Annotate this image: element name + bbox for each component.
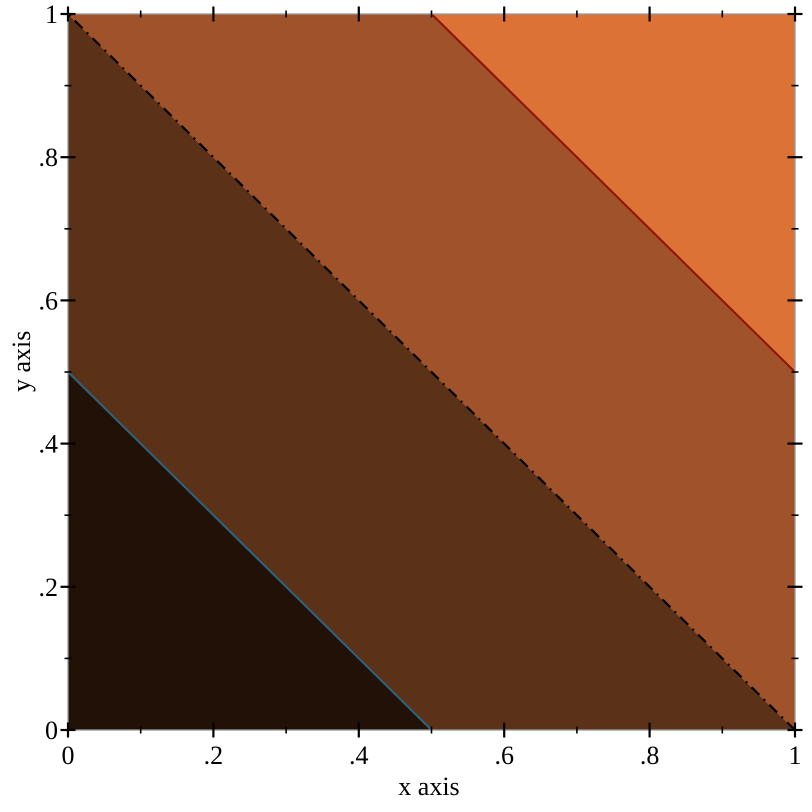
y-tick-label: .2	[39, 573, 59, 602]
x-tick-label: .6	[494, 741, 514, 770]
y-tick-label: 0	[45, 716, 58, 745]
x-axis-title: x axis	[398, 772, 460, 801]
x-tick-label: 0	[62, 741, 75, 770]
y-tick-label: 1	[45, 0, 58, 29]
contour-line	[430, 13, 796, 373]
tick-labels-layer: 0 .2 .4 .6 .8 1 0 .2 .4 .6 .8 1	[39, 0, 802, 770]
y-tick-label: .6	[39, 286, 59, 315]
x-tick-label: .2	[204, 741, 224, 770]
y-axis-title: y axis	[7, 330, 36, 392]
y-tick-label: .8	[39, 143, 59, 172]
x-tick-label: .8	[640, 741, 660, 770]
x-tick-label: .4	[349, 741, 369, 770]
y-tick-label: .4	[39, 430, 59, 459]
contour-line	[67, 371, 433, 731]
axis-ticks-layer	[60, 6, 803, 738]
x-tick-label: 1	[789, 741, 802, 770]
contour-lines-layer	[67, 13, 796, 731]
contour-line	[67, 13, 796, 731]
